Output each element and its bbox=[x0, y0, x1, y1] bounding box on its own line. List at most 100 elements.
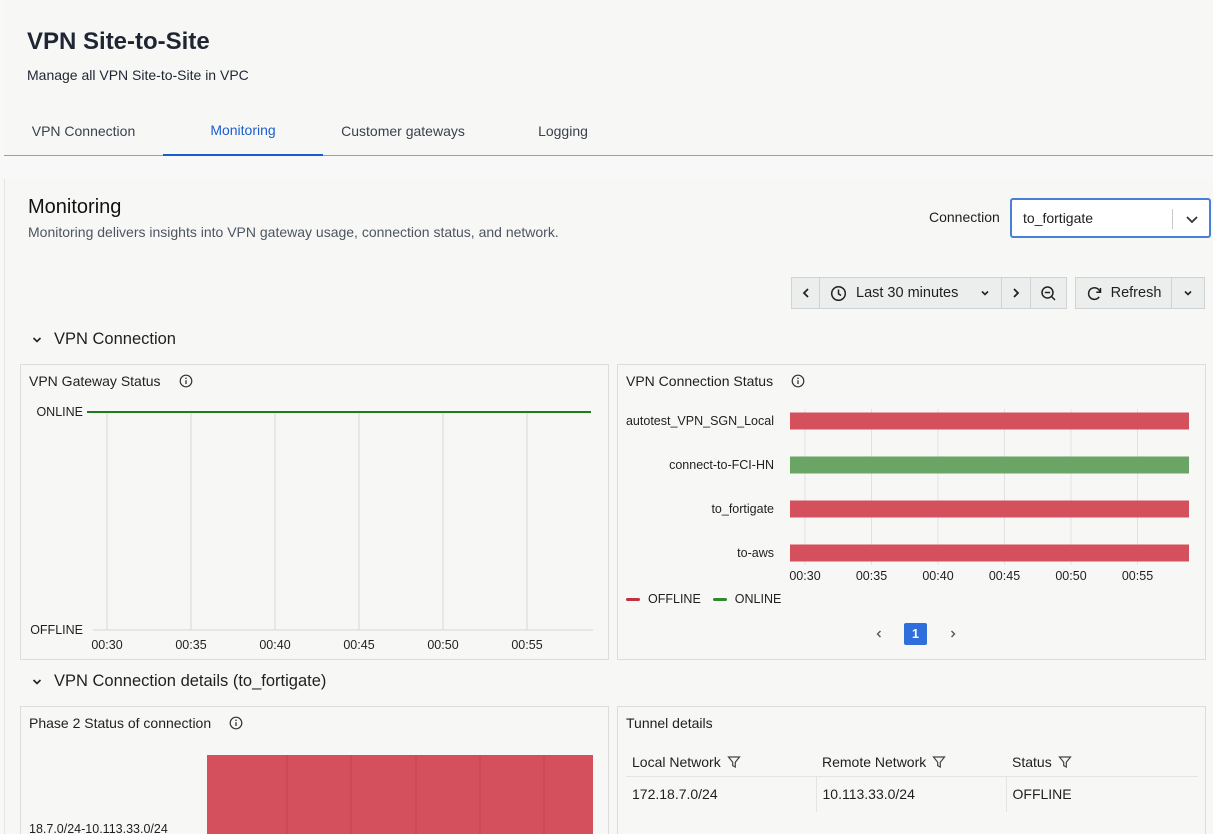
column-header-label: Remote Network bbox=[822, 753, 927, 770]
section-connection-details[interactable]: VPN Connection details (to_fortigate) bbox=[29, 672, 326, 691]
panel-title-text: Tunnel details bbox=[626, 715, 713, 731]
y-tick-label: to_fortigate bbox=[711, 502, 774, 516]
page-header: VPN Site-to-Site Manage all VPN Site-to-… bbox=[4, 0, 1213, 156]
x-tick-label: 00:30 bbox=[789, 569, 820, 583]
x-tick-label: 00:55 bbox=[1122, 569, 1153, 583]
x-tick-label: 00:30 bbox=[91, 638, 122, 652]
page-number-button[interactable]: 1 bbox=[904, 623, 927, 645]
zoom-out-icon bbox=[1041, 285, 1056, 301]
x-tick-label: 00:35 bbox=[856, 569, 887, 583]
time-back-button[interactable] bbox=[791, 277, 820, 309]
x-tick-label: 00:50 bbox=[427, 638, 458, 652]
chevron-down-icon bbox=[1184, 290, 1192, 296]
panel-tunnel-details: Tunnel details Local Network Remote Netw… bbox=[617, 706, 1206, 834]
section-title: VPN Connection details (to_fortigate) bbox=[54, 672, 327, 690]
status-bar bbox=[207, 755, 593, 834]
y-tick-label: ONLINE bbox=[36, 405, 83, 419]
column-header-local-network[interactable]: Local Network bbox=[626, 748, 816, 777]
monitoring-content: Monitoring Monitoring delivers insights … bbox=[4, 179, 1213, 834]
tunnel-table: Local Network Remote Network Status 172.… bbox=[626, 748, 1198, 812]
section-vpn-connection[interactable]: VPN Connection bbox=[29, 330, 176, 349]
legend-offline[interactable]: OFFLINE bbox=[648, 592, 701, 606]
x-tick-label: 00:35 bbox=[175, 638, 206, 652]
filter-icon[interactable] bbox=[726, 755, 741, 769]
y-tick-label: OFFLINE bbox=[30, 623, 83, 637]
refresh-label: Refresh bbox=[1110, 285, 1162, 301]
panel-connection-status: VPN Connection Status 00:30 00:35 00:40 00:… bbox=[617, 364, 1206, 660]
page-subtitle: Manage all VPN Site-to-Site in VPC bbox=[27, 67, 249, 83]
column-header-label: Status bbox=[1012, 753, 1052, 770]
legend-swatch-online bbox=[712, 597, 727, 601]
info-icon[interactable] bbox=[229, 716, 243, 730]
panel-title: Phase 2 Status of connection bbox=[29, 715, 243, 731]
panel-title-text: VPN Connection Status bbox=[626, 373, 774, 389]
cell-local-network: 172.18.7.0/24 bbox=[626, 776, 817, 812]
connection-select-value: to_fortigate bbox=[1023, 210, 1094, 226]
column-header-status[interactable]: Status bbox=[1006, 748, 1198, 777]
y-tick-label: autotest_VPN_SGN_Local bbox=[626, 414, 774, 428]
refresh-icon bbox=[1087, 286, 1101, 300]
table-row[interactable]: 172.18.7.0/24 10.113.33.0/24 OFFLINE bbox=[626, 776, 1198, 812]
table-header-row: Local Network Remote Network Status bbox=[626, 748, 1198, 777]
tab-bar: VPN Connection Monitoring Customer gatew… bbox=[4, 106, 643, 156]
chart-legend: OFFLINE ONLINE bbox=[626, 592, 781, 606]
page-title: VPN Site-to-Site bbox=[27, 28, 210, 55]
time-forward-button[interactable] bbox=[1001, 277, 1031, 309]
x-tick-label: 00:40 bbox=[259, 638, 290, 652]
chevron-down-icon bbox=[32, 678, 42, 685]
connection-status-chart: 00:30 00:35 00:40 00:45 00:50 00:55 autotest_V… bbox=[626, 409, 1189, 583]
x-tick-label: 00:55 bbox=[511, 638, 542, 652]
chevron-down-icon[interactable] bbox=[1182, 209, 1202, 229]
time-range-label: Last 30 minutes bbox=[856, 285, 959, 301]
tab-monitoring[interactable]: Monitoring bbox=[163, 106, 323, 156]
monitoring-description: Monitoring delivers insights into VPN ga… bbox=[28, 224, 559, 240]
status-bar bbox=[790, 544, 1189, 562]
filter-icon[interactable] bbox=[932, 755, 947, 769]
select-divider bbox=[1172, 209, 1173, 229]
monitoring-title: Monitoring bbox=[28, 196, 122, 218]
phase2-status-chart: 18.7.0/24-10.113.33.0/24 bbox=[29, 755, 593, 834]
connection-label: Connection bbox=[929, 209, 1000, 225]
column-header-remote-network[interactable]: Remote Network bbox=[816, 748, 1006, 777]
panel-title-text: VPN Gateway Status bbox=[29, 373, 161, 389]
time-range-picker[interactable]: Last 30 minutes bbox=[819, 277, 1002, 309]
info-icon[interactable] bbox=[791, 374, 805, 388]
chevron-left-icon[interactable] bbox=[874, 629, 884, 639]
panel-title-text: Phase 2 Status of connection bbox=[29, 715, 212, 731]
cell-remote-network: 10.113.33.0/24 bbox=[816, 776, 1007, 812]
legend-swatch-offline bbox=[626, 597, 640, 601]
panel-title: VPN Connection Status bbox=[626, 373, 805, 389]
clock-icon bbox=[830, 285, 847, 301]
tab-logging[interactable]: Logging bbox=[538, 123, 588, 139]
panel-title: Tunnel details bbox=[626, 715, 713, 731]
status-bar bbox=[790, 500, 1189, 518]
chevron-down-icon bbox=[32, 336, 42, 343]
panel-title: VPN Gateway Status bbox=[29, 373, 193, 389]
y-tick-label: to-aws bbox=[737, 546, 774, 560]
column-header-label: Local Network bbox=[632, 753, 721, 770]
x-tick-label: 00:45 bbox=[989, 569, 1020, 583]
panel-phase2-status: Phase 2 Status of connection 18.7.0/24-1… bbox=[20, 706, 609, 834]
chevron-right-icon bbox=[1013, 288, 1020, 298]
x-tick-label: 00:40 bbox=[922, 569, 953, 583]
info-icon[interactable] bbox=[179, 374, 193, 388]
y-tick-label: connect-to-FCI-HN bbox=[669, 458, 774, 472]
section-title: VPN Connection bbox=[54, 330, 176, 348]
refresh-button[interactable]: Refresh bbox=[1075, 277, 1172, 309]
chevron-right-icon[interactable] bbox=[948, 629, 958, 639]
tab-vpn-connection[interactable]: VPN Connection bbox=[31, 123, 136, 139]
gateway-status-chart: 00:30 00:35 00:40 00:45 00:50 00:55 ONLINE OFFL… bbox=[30, 405, 593, 652]
legend-online[interactable]: ONLINE bbox=[734, 592, 782, 606]
chevron-left-icon bbox=[802, 288, 809, 298]
connection-select[interactable]: to_fortigate bbox=[1010, 198, 1211, 238]
refresh-interval-dropdown[interactable] bbox=[1171, 277, 1205, 309]
status-bar bbox=[790, 456, 1189, 474]
chevron-down-icon bbox=[981, 290, 989, 296]
filter-icon[interactable] bbox=[1057, 755, 1072, 769]
tab-customer-gateways[interactable]: Customer gateways bbox=[341, 123, 465, 139]
x-tick-label: 00:50 bbox=[1055, 569, 1086, 583]
x-tick-label: 00:45 bbox=[343, 638, 374, 652]
status-bar bbox=[790, 412, 1189, 430]
y-tick-label: 18.7.0/24-10.113.33.0/24 bbox=[29, 822, 168, 834]
zoom-out-button[interactable] bbox=[1030, 277, 1067, 309]
